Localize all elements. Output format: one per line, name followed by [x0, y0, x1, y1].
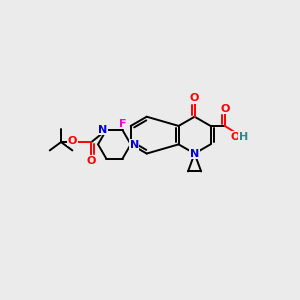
Text: N: N	[190, 148, 199, 159]
Text: O: O	[68, 136, 77, 146]
Text: N: N	[98, 124, 107, 135]
Text: O: O	[87, 156, 96, 166]
Text: H: H	[238, 132, 248, 142]
Text: O: O	[230, 132, 240, 142]
Text: N: N	[130, 140, 139, 150]
Text: O: O	[190, 93, 199, 103]
Text: F: F	[119, 118, 126, 128]
Text: O: O	[220, 104, 230, 114]
